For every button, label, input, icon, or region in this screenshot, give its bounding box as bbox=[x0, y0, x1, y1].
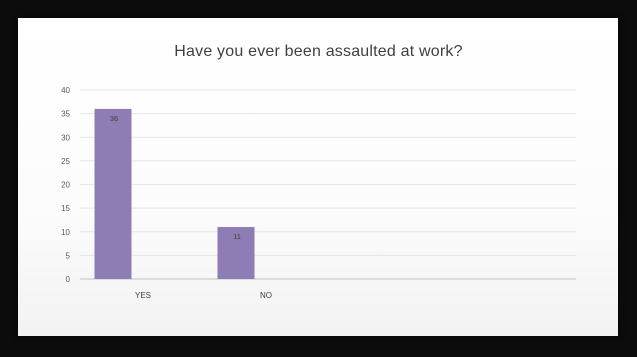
y-tick-label: 10 bbox=[61, 228, 70, 237]
y-tick-label: 30 bbox=[61, 133, 70, 142]
bar bbox=[94, 108, 132, 280]
y-tick-label: 15 bbox=[61, 204, 70, 213]
data-label: 36 bbox=[110, 114, 118, 123]
x-tick-label: YES bbox=[135, 291, 151, 300]
y-tick-label: 20 bbox=[61, 181, 70, 190]
data-labels: 36 11 bbox=[110, 114, 241, 241]
y-axis: 0 5 10 15 20 25 30 35 40 bbox=[61, 86, 70, 284]
data-label: 11 bbox=[233, 232, 241, 241]
y-tick-label: 5 bbox=[66, 251, 71, 260]
y-tick-label: 40 bbox=[61, 86, 70, 95]
x-tick-label: NO bbox=[260, 291, 272, 300]
y-tick-label: 35 bbox=[61, 110, 70, 119]
gridlines bbox=[80, 89, 576, 280]
bars bbox=[94, 108, 255, 280]
x-axis: YES NO bbox=[135, 291, 272, 300]
y-tick-label: 0 bbox=[66, 275, 71, 284]
y-tick-label: 25 bbox=[61, 157, 70, 166]
chart-title: Have you ever been assaulted at work? bbox=[174, 43, 463, 60]
bar bbox=[217, 227, 255, 279]
